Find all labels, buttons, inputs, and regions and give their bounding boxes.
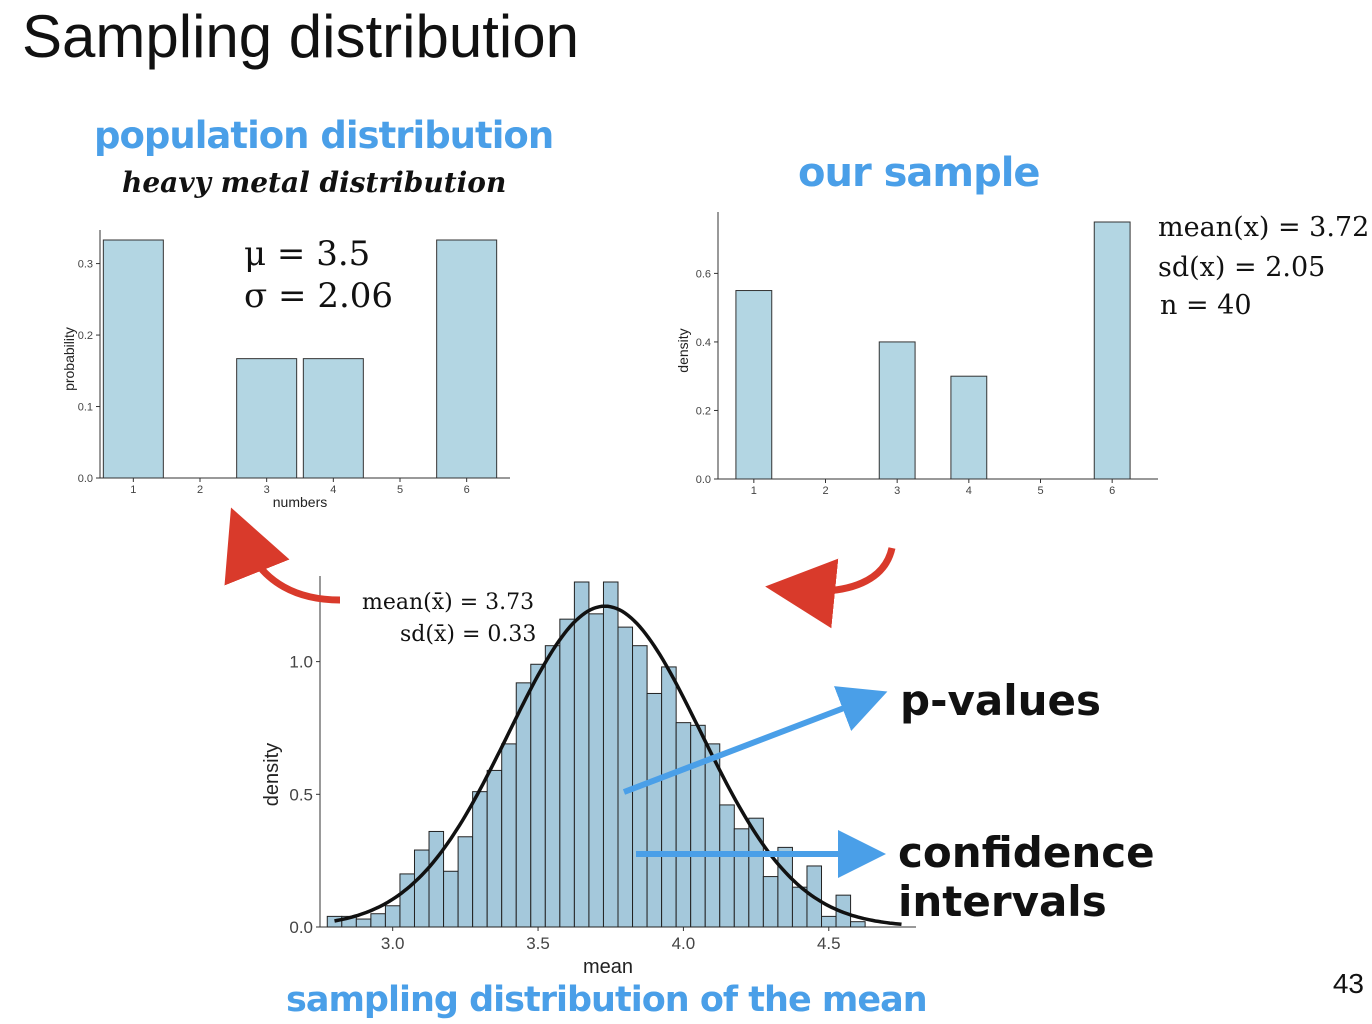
- histogram-bar: [530, 663, 546, 928]
- x-tick-label: 3: [264, 484, 270, 496]
- histogram-bar: [675, 722, 692, 928]
- x-tick-label: 3.5: [526, 934, 550, 953]
- histogram-bar: [791, 886, 808, 928]
- y-tick-label: 0.4: [696, 337, 711, 349]
- x-axis-title: mean: [583, 956, 633, 978]
- histogram-bar: [719, 804, 735, 928]
- y-tick-label: 0.3: [78, 259, 93, 271]
- histogram-bar: [428, 830, 445, 928]
- histogram-bar: [515, 682, 532, 928]
- bar-3: [878, 341, 916, 480]
- histogram-bar: [646, 692, 663, 928]
- x-tick-label: 3.0: [381, 934, 405, 953]
- bar-3: [236, 358, 298, 479]
- x-tick-label: 1: [751, 485, 757, 497]
- x-tick-label: 3: [894, 485, 900, 497]
- y-axis-title: density: [675, 328, 691, 372]
- histogram-bar: [617, 626, 634, 928]
- histogram-bar: [661, 666, 677, 928]
- x-tick-label: 4: [330, 484, 336, 496]
- histogram-bar: [501, 743, 517, 928]
- y-axis-title: density: [261, 743, 283, 806]
- histogram-bar: [370, 913, 386, 928]
- bar-4: [950, 375, 988, 480]
- histogram-bar: [762, 876, 779, 928]
- x-tick-label: 4: [966, 485, 972, 497]
- x-tick-label: 4.5: [817, 934, 841, 953]
- y-tick-label: 0.0: [289, 918, 313, 937]
- y-tick-label: 0.0: [696, 474, 711, 486]
- sample-mean-stat: mean(x) = 3.72: [1158, 212, 1370, 243]
- sample-chart: 0.0 0.2 0.4 0.6 1 2 3 4 5 6 density: [675, 212, 1158, 497]
- x-tick-label: 4.0: [672, 934, 696, 953]
- histogram-bar: [413, 849, 430, 928]
- histogram-bar: [443, 870, 459, 928]
- y-tick-label: 0.2: [696, 405, 711, 417]
- bar-6: [1093, 221, 1131, 480]
- histogram-bar: [850, 921, 866, 928]
- p-values-label: p-values: [900, 676, 1101, 725]
- histogram-bar: [355, 918, 372, 928]
- histogram-bar: [733, 828, 750, 928]
- histogram-bar: [690, 724, 706, 928]
- histogram-bar: [602, 581, 619, 928]
- x-tick-label: 2: [197, 484, 203, 496]
- normal-curve: [334, 604, 902, 927]
- histogram-bar: [544, 645, 561, 928]
- x-tick-label: 6: [464, 484, 470, 496]
- y-tick-label: 0.2: [78, 330, 93, 342]
- pop-sigma-stat: σ = 2.06: [244, 276, 394, 316]
- y-axis-title: probability: [61, 327, 77, 391]
- histogram-bar: [748, 817, 764, 928]
- bar-1: [102, 239, 164, 479]
- heavy-metal-subheading: heavy metal distribution: [122, 166, 507, 199]
- sampling-mean-stat: mean(x̄) = 3.73: [362, 590, 535, 615]
- x-tick-label: 2: [822, 485, 828, 497]
- histogram-bar: [457, 836, 474, 928]
- y-tick-label: 0.1: [78, 402, 93, 414]
- histogram-bar: [472, 791, 488, 928]
- y-tick-label: 0.6: [696, 268, 711, 280]
- slide-title: Sampling distribution: [22, 3, 579, 70]
- histogram-bar: [704, 743, 721, 928]
- sampling-distribution-heading: sampling distribution of the mean: [286, 980, 928, 1020]
- x-axis-title: numbers: [273, 494, 327, 510]
- x-tick-label: 6: [1109, 485, 1115, 497]
- histogram-bar: [777, 846, 793, 928]
- histogram-bar: [559, 618, 575, 928]
- y-tick-label: 0.0: [78, 473, 93, 485]
- confidence-intervals-label: confidence intervals: [898, 828, 1155, 926]
- population-chart: 0.0 0.1 0.2 0.3 1 2 3 4 5 6 numbers probability: [61, 230, 510, 510]
- y-tick-label: 0.5: [289, 785, 313, 804]
- our-sample-heading: our sample: [798, 150, 1041, 196]
- histogram-bar: [632, 645, 648, 928]
- bar-6: [436, 239, 498, 479]
- histogram-bar: [486, 769, 503, 928]
- pop-mu-stat: μ = 3.5: [244, 234, 371, 274]
- x-tick-label: 1: [130, 484, 136, 496]
- sampling-sd-stat: sd(x̄) = 0.33: [400, 622, 537, 647]
- population-distribution-heading: population distribution: [94, 114, 554, 157]
- bar-4: [302, 358, 364, 479]
- histogram-bar: [384, 905, 401, 928]
- x-tick-label: 5: [1037, 485, 1043, 497]
- y-tick-label: 1.0: [289, 653, 313, 672]
- page-number: 43: [1332, 968, 1364, 999]
- histogram-bar: [821, 915, 837, 928]
- x-tick-label: 5: [397, 484, 403, 496]
- histogram-bar: [573, 581, 590, 928]
- histogram-bar: [588, 613, 604, 928]
- sample-n-stat: n = 40: [1160, 290, 1252, 321]
- sampling-histogram: 0.0 0.5 1.0 3.0 3.5 4.0 4.5 mean density: [261, 576, 916, 978]
- sample-sd-stat: sd(x) = 2.05: [1158, 252, 1326, 283]
- bar-1: [735, 290, 773, 480]
